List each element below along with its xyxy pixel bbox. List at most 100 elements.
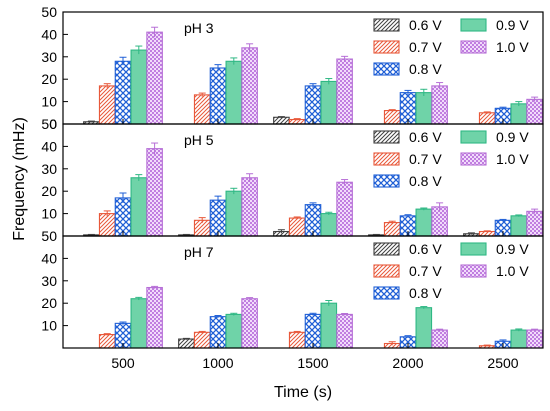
y-tick-label: 20 [41,183,57,199]
y-tick-label: 50 [41,116,57,132]
y-tick-label: 20 [41,71,57,87]
panel-1: 0 10 20 30 40 50 pH 3 0.6 V 0.7 V 0.8 V 0.9 V 1.0 V [41,4,544,132]
bar-ph5-10V-2500 [526,210,543,237]
x-tick-label: 1500 [297,355,328,371]
y-tick-label: 40 [41,26,57,42]
bar-ph5-10V-1500 [336,181,353,237]
legend-entry: 0.6 V [409,241,442,257]
y-tick-label: 30 [41,273,57,289]
y-tick-label: 0 [49,116,57,132]
bar-ph3-06V-1500 [273,116,290,125]
bar-ph5-10V-1000 [241,177,258,237]
legend-swatch [373,40,400,54]
bar-ph5-08V-500 [114,197,132,237]
bar-ph3-07V-2000 [383,110,401,125]
bar-ph3-09V-1500 [320,80,338,125]
bar-ph3-07V-1000 [193,94,211,125]
bar-ph7-10V-500 [146,286,163,349]
legend-entry: 0.6 V [409,17,442,33]
panel-label: pH 7 [184,244,214,260]
y-tick-label: 30 [41,49,57,65]
bar-ph5-09V-1000 [225,190,243,237]
panels-layer: 0 10 20 30 40 50 pH 3 0.6 V 0.7 V 0.8 V 0.9 V 1.0 V… [41,4,544,371]
bar-ph3-09V-2500 [510,103,528,125]
y-tick-label: 30 [41,161,57,177]
y-tick-label: 50 [41,4,57,20]
y-tick-label: 20 [41,295,57,311]
bar-ph7-07V-1500 [288,331,306,349]
y-tick-label: 40 [41,138,57,154]
legend-swatch [373,286,400,300]
x-tick-label: 500 [111,355,135,371]
bar-ph3-07V-2500 [478,112,496,125]
legend-swatch [373,174,400,188]
bar-ph3-10V-1000 [241,47,258,125]
legend-swatch [460,152,487,166]
bar-ph7-09V-1000 [225,313,243,349]
y-tick-label: 10 [41,206,57,222]
bar-ph3-08V-1000 [209,67,227,125]
legend-entry: 0.8 V [409,173,442,189]
x-tick-label: 2500 [487,355,518,371]
legend-swatch [373,130,400,144]
bar-ph5-10V-500 [146,148,163,237]
bar-ph5-09V-1500 [320,213,338,237]
bar-ph7-09V-2500 [510,329,528,349]
bar-ph7-09V-1500 [320,302,338,349]
bar-ph3-08V-1500 [304,85,322,125]
bar-ph5-09V-500 [130,177,148,237]
bar-ph7-07V-1000 [193,331,211,349]
legend-swatch [373,242,400,256]
bar-ph3-10V-500 [146,31,163,125]
bar-ph5-07V-500 [98,213,116,237]
bar-ph7-09V-2000 [415,307,433,349]
legend-entry: 0.6 V [409,129,442,145]
legend-swatch [373,62,400,76]
legend-swatch [460,130,487,144]
legend-entry: 0.8 V [409,285,442,301]
y-tick-label: 50 [41,228,57,244]
bar-ph5-08V-1000 [209,199,227,237]
legend-entry: 0.7 V [409,263,442,279]
bar-ph3-10V-1500 [336,58,353,125]
legend-entry: 0.7 V [409,151,442,167]
legend-entry: 1.0 V [496,151,529,167]
bar-ph7-10V-2500 [526,329,543,349]
bar-ph3-09V-500 [130,49,148,125]
panel-label: pH 3 [184,20,214,36]
y-tick-label: 10 [41,94,57,110]
bar-ph7-10V-1000 [241,298,258,349]
panel-3: 10 20 30 40 50 pH 7 0.6 V 0.7 V 0.8 V 0.9 V 1.0 V [41,228,544,349]
bar-ph7-09V-500 [130,298,148,349]
legend-entry: 0.7 V [409,39,442,55]
legend-entry: 1.0 V [496,263,529,279]
bar-ph3-08V-500 [114,60,132,125]
panel-2: 10 20 30 40 50 pH 5 0.6 V 0.7 V 0.8 V 0.9 V 1.0 V [41,116,544,237]
bar-ph5-10V-2000 [431,206,448,237]
bar-ph5-07V-2500 [478,230,496,237]
y-axis-title: Frequency (mHz) [11,117,28,241]
legend-swatch [460,264,487,278]
bar-ph3-09V-1000 [225,60,243,125]
legend-swatch [373,152,400,166]
bar-ph7-08V-1500 [304,313,322,349]
legend-entry: 0.9 V [496,241,529,257]
x-tick-label: 1000 [202,355,233,371]
bar-ph5-07V-2000 [383,222,401,237]
bar-ph5-09V-2000 [415,208,433,237]
bar-ph7-10V-2000 [431,329,448,349]
bar-ph3-10V-2500 [526,98,543,125]
legend-swatch [460,40,487,54]
bar-ph7-06V-1000 [178,338,195,349]
legend-swatch [373,264,400,278]
panel-frame [62,235,544,349]
legend-swatch [460,18,487,32]
x-tick-label: 2000 [392,355,423,371]
legend-swatch [460,242,487,256]
bar-ph5-09V-2500 [510,215,528,237]
legend-entry: 0.8 V [409,61,442,77]
y-tick-label: 40 [41,250,57,266]
panel-label: pH 5 [184,132,214,148]
